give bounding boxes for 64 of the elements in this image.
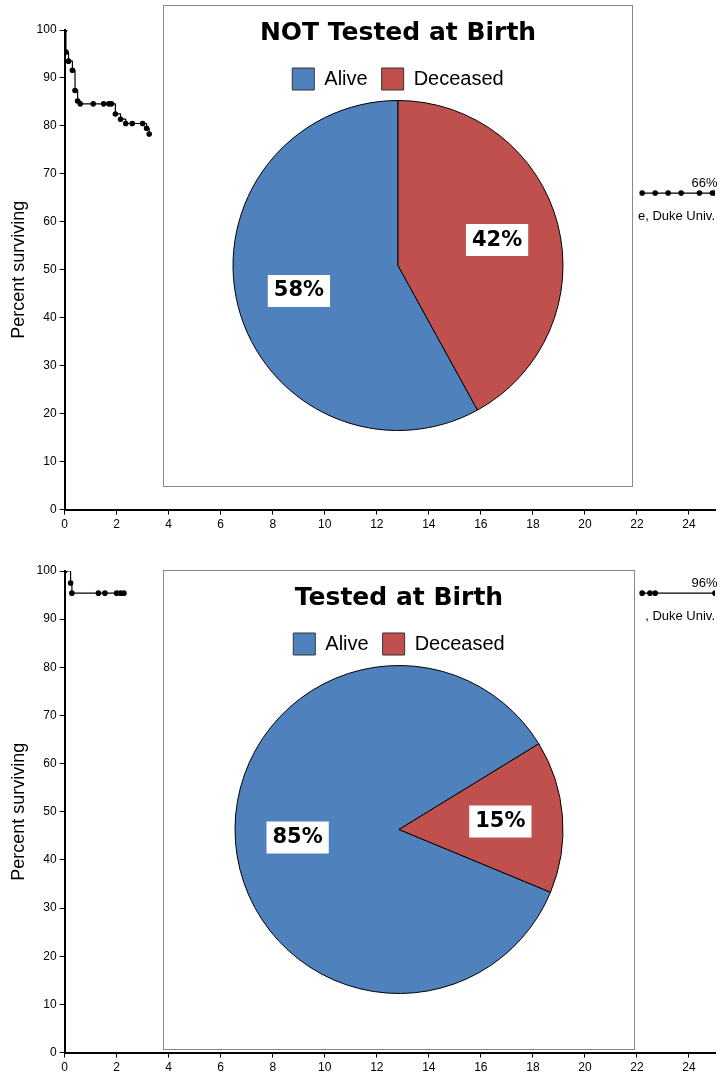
- y-tick-label: 90: [43, 611, 57, 626]
- x-tick-label: 12: [370, 517, 384, 532]
- legend-label: Deceased: [414, 631, 505, 654]
- chart-title: NOT Tested at Birth: [259, 16, 537, 46]
- x-tick-label: 22: [630, 517, 644, 532]
- x-tick-label: 10: [318, 1060, 332, 1075]
- x-tick-label: 16: [474, 1060, 488, 1075]
- x-tick-label: 10: [318, 517, 332, 532]
- x-tick-label: 14: [422, 1060, 436, 1075]
- y-tick-label: 30: [43, 900, 57, 915]
- annotation: 96%: [691, 575, 719, 591]
- x-tick-label: 20: [578, 517, 592, 532]
- y-tick-label: 50: [43, 804, 57, 819]
- x-tick-label: 6: [217, 1060, 225, 1075]
- x-tick-label: 24: [682, 517, 696, 532]
- x-tick-label: 22: [630, 1060, 644, 1075]
- y-tick-label: 40: [43, 310, 57, 325]
- x-tick-label: 18: [526, 1060, 540, 1075]
- x-tick-label: 14: [422, 517, 436, 532]
- x-tick-label: 20: [578, 1060, 592, 1075]
- legend-label: Alive: [325, 631, 369, 654]
- y-tick-label: 50: [43, 262, 57, 277]
- data-label: 85%: [272, 823, 323, 848]
- x-tick-label: 0: [61, 1060, 69, 1075]
- x-tick-label: 12: [370, 1060, 384, 1075]
- legend-label: Deceased: [413, 66, 504, 89]
- data-label: 58%: [273, 277, 325, 302]
- y-tick-label: 20: [43, 948, 57, 963]
- x-tick-label: 24: [682, 1060, 696, 1075]
- annotation: , Duke Univ.: [645, 607, 715, 623]
- data-label: 15%: [475, 807, 526, 832]
- y-axis-title: Percent surviving: [7, 742, 28, 881]
- x-tick-label: 18: [526, 517, 540, 532]
- x-tick-label: 4: [165, 517, 173, 532]
- y-tick-label: 70: [43, 166, 57, 181]
- x-tick-label: 0: [61, 517, 69, 532]
- y-tick-label: 30: [43, 358, 57, 373]
- legend-label: Alive: [324, 66, 368, 89]
- data-label: 42%: [471, 226, 523, 251]
- x-tick-label: 16: [474, 517, 488, 532]
- y-tick-label: 40: [43, 852, 57, 867]
- y-tick-label: 60: [43, 214, 57, 229]
- x-tick-label: 8: [269, 517, 277, 532]
- x-tick-label: 6: [217, 517, 225, 532]
- y-tick-label: 80: [43, 659, 57, 674]
- y-tick-label: 100: [36, 563, 57, 578]
- y-tick-label: 20: [43, 405, 57, 420]
- y-tick-label: 10: [43, 996, 57, 1011]
- y-tick-label: 60: [43, 755, 57, 770]
- x-tick-label: 8: [269, 1060, 277, 1075]
- y-axis-title: Percent surviving: [7, 200, 28, 339]
- annotation: e, Duke Univ.: [637, 207, 715, 223]
- x-tick-label: 4: [165, 1060, 173, 1075]
- y-tick-label: 10: [43, 453, 57, 468]
- y-tick-label: 0: [49, 1044, 57, 1059]
- y-tick-label: 70: [43, 707, 57, 722]
- x-tick-label: 2: [113, 517, 121, 532]
- x-tick-label: 2: [113, 1060, 121, 1075]
- y-tick-label: 90: [43, 70, 57, 85]
- y-tick-label: 80: [43, 118, 57, 133]
- y-tick-label: 0: [49, 501, 57, 516]
- chart-title: Tested at Birth: [294, 581, 504, 611]
- annotation: 66%: [691, 175, 719, 191]
- y-tick-label: 100: [36, 22, 57, 37]
